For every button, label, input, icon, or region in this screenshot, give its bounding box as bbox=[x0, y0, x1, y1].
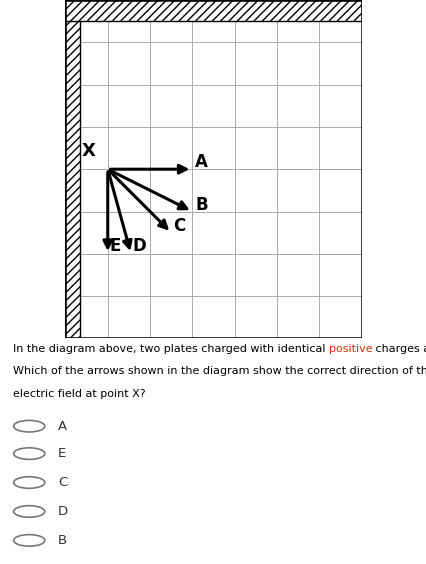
Text: A: A bbox=[58, 420, 67, 433]
Text: E: E bbox=[109, 237, 121, 255]
Text: C: C bbox=[58, 476, 67, 489]
Text: Which of the arrows shown in the diagram show the correct direction of the net: Which of the arrows shown in the diagram… bbox=[13, 367, 426, 376]
Bar bbox=[65, 0, 80, 338]
Text: D: D bbox=[58, 505, 68, 518]
Bar bbox=[65, 0, 361, 21]
Text: X: X bbox=[82, 143, 95, 160]
Text: E: E bbox=[58, 447, 66, 460]
Text: In the diagram above, two plates charged with identical: In the diagram above, two plates charged… bbox=[13, 344, 328, 354]
Text: positive: positive bbox=[328, 344, 371, 354]
Text: charges are shown.: charges are shown. bbox=[371, 344, 426, 354]
Text: B: B bbox=[58, 534, 67, 547]
Text: A: A bbox=[194, 153, 207, 170]
Text: C: C bbox=[173, 217, 185, 235]
Text: electric field at point X?: electric field at point X? bbox=[13, 389, 145, 399]
Text: D: D bbox=[132, 237, 146, 255]
Text: B: B bbox=[195, 196, 208, 214]
